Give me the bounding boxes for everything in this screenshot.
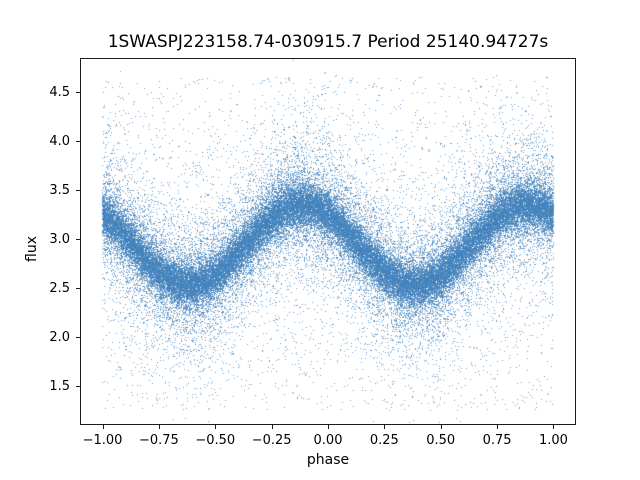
x-tick-mark bbox=[215, 425, 217, 429]
y-tick-label: 3.5 bbox=[49, 183, 70, 199]
x-tick-label: −0.75 bbox=[138, 433, 179, 448]
y-tick-mark bbox=[76, 336, 80, 338]
y-tick-mark bbox=[76, 385, 80, 387]
x-tick-label: 0.00 bbox=[313, 433, 343, 448]
y-tick-mark bbox=[76, 141, 80, 143]
scatter-plot-area bbox=[80, 58, 576, 425]
x-tick-mark bbox=[553, 425, 555, 429]
y-tick-mark bbox=[76, 239, 80, 241]
x-tick-mark bbox=[158, 425, 160, 429]
x-tick-label: −1.00 bbox=[82, 433, 123, 448]
y-tick-mark bbox=[76, 92, 80, 94]
x-tick-label: −0.25 bbox=[251, 433, 292, 448]
x-tick-mark bbox=[440, 425, 442, 429]
y-tick-mark bbox=[76, 190, 80, 192]
x-tick-label: −0.50 bbox=[195, 433, 236, 448]
y-tick-label: 1.5 bbox=[49, 378, 70, 394]
x-tick-mark bbox=[102, 425, 104, 429]
y-tick-label: 4.5 bbox=[49, 85, 70, 101]
y-tick-label: 2.5 bbox=[49, 280, 70, 296]
y-tick-label: 4.0 bbox=[49, 134, 70, 150]
axes-box bbox=[80, 58, 576, 425]
y-tick-label: 2.0 bbox=[49, 329, 70, 345]
x-tick-mark bbox=[271, 425, 273, 429]
x-tick-label: 0.25 bbox=[369, 433, 399, 448]
y-tick-mark bbox=[76, 287, 80, 289]
x-axis-label: phase bbox=[306, 452, 350, 468]
y-axis-label: flux bbox=[24, 236, 40, 262]
x-tick-label: 1.00 bbox=[538, 433, 568, 448]
y-tick-label: 3.0 bbox=[49, 232, 70, 248]
x-tick-mark bbox=[328, 425, 329, 429]
x-tick-mark bbox=[497, 425, 499, 429]
chart-title: 1SWASPJ223158.74-030915.7 Period 25140.9… bbox=[107, 32, 549, 52]
x-tick-mark bbox=[384, 425, 386, 429]
x-tick-label: 0.50 bbox=[426, 433, 456, 448]
x-tick-label: 0.75 bbox=[482, 433, 512, 448]
